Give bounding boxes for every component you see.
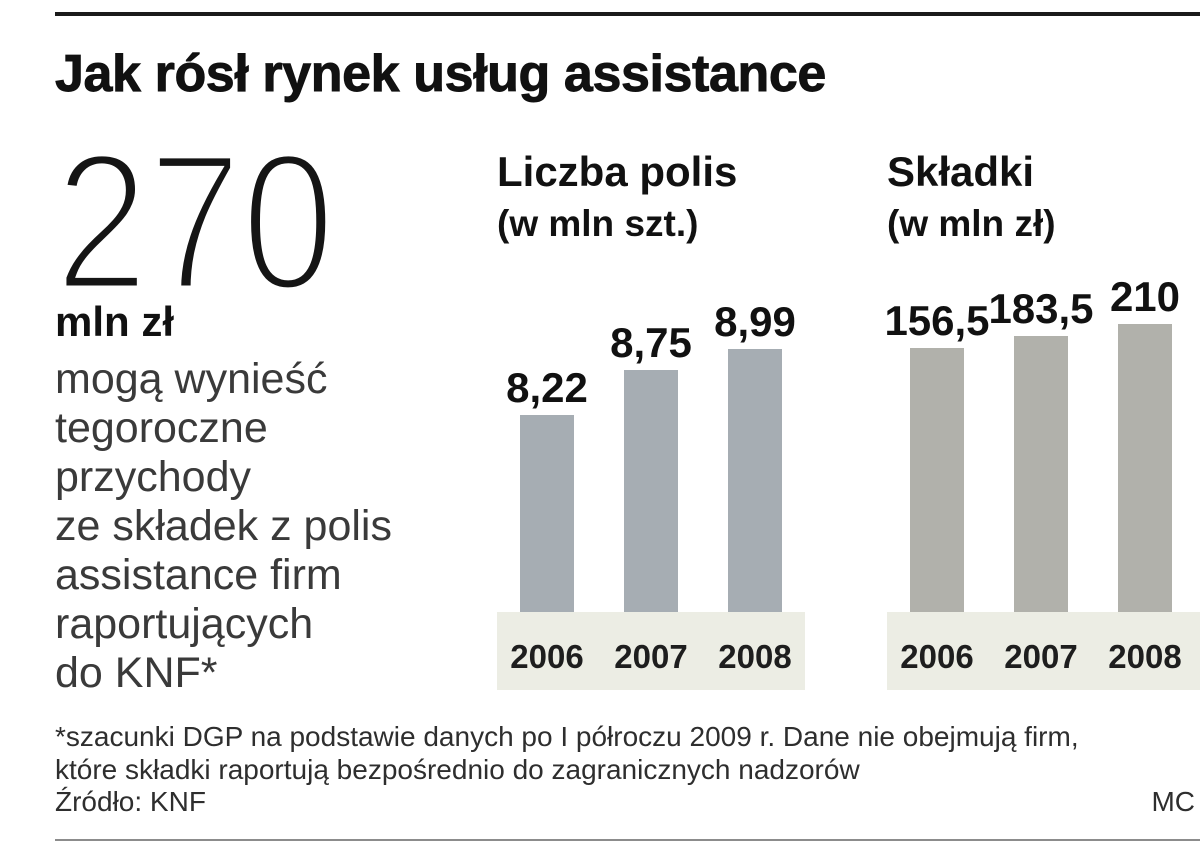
x-tick-label-2008: 2008 bbox=[1108, 638, 1182, 675]
chart-liczba-polis: Liczba polis (w mln szt.) 8,22 2006 8,75 20… bbox=[497, 140, 805, 690]
top-rule bbox=[55, 12, 1200, 16]
x-tick-label-2007: 2007 bbox=[614, 638, 688, 675]
bar-2007 bbox=[624, 370, 678, 612]
chart-subtitle: (w mln szt.) bbox=[497, 202, 699, 244]
highlight-description-line: tegoroczne bbox=[55, 404, 268, 452]
highlight-description: mogą wynieść tegoroczne przychody ze skł… bbox=[55, 355, 392, 698]
footnote-line: które składki raportują bezpośrednio do … bbox=[55, 753, 860, 785]
chart-title: Składki bbox=[887, 147, 1035, 195]
footnote: *szacunki DGP na podstawie danych po I p… bbox=[55, 721, 1079, 819]
bar-2008 bbox=[728, 349, 782, 612]
chart-title: Liczba polis bbox=[497, 147, 738, 195]
value-label-2007: 183,5 bbox=[988, 284, 1094, 332]
value-label-2007: 8,75 bbox=[610, 318, 692, 366]
x-tick-label-2008: 2008 bbox=[718, 638, 792, 675]
page-title: Jak rósł rynek usług assistance bbox=[55, 45, 827, 103]
highlight-description-line: mogą wynieść bbox=[55, 355, 328, 403]
value-label-2008: 210 bbox=[1109, 272, 1181, 320]
x-tick-label-2006: 2006 bbox=[900, 638, 974, 675]
x-tick-label-2007: 2007 bbox=[1004, 638, 1078, 675]
source-line: Źródło: KNF bbox=[55, 786, 206, 817]
highlight-description-line: raportujących bbox=[55, 600, 314, 648]
bottom-rule bbox=[55, 839, 1200, 841]
value-label-2008: 8,99 bbox=[714, 297, 796, 345]
value-label-2006: 8,22 bbox=[506, 363, 588, 411]
bar-2007 bbox=[1014, 336, 1068, 612]
x-axis-band bbox=[497, 612, 805, 690]
highlight-description-line: ze składek z polis bbox=[55, 502, 392, 550]
bar-2006 bbox=[910, 348, 964, 612]
author-credit: MC bbox=[1151, 786, 1195, 817]
highlight-description-line: assistance firm bbox=[55, 551, 342, 599]
chart-subtitle: (w mln zł) bbox=[887, 202, 1056, 244]
x-tick-label-2006: 2006 bbox=[510, 638, 584, 675]
footnote-line: *szacunki DGP na podstawie danych po I p… bbox=[55, 721, 1079, 752]
highlight-unit: mln zł bbox=[55, 298, 175, 345]
x-axis-band bbox=[887, 612, 1200, 690]
highlight-number: 270 bbox=[52, 113, 338, 331]
bar-2006 bbox=[520, 415, 574, 612]
chart-skladki: Składki (w mln zł) 156,5 2006 183,5 2007 210… bbox=[884, 140, 1200, 690]
value-label-2006: 156,5 bbox=[884, 296, 990, 344]
highlight-description-line: do KNF* bbox=[55, 649, 218, 697]
bar-2008 bbox=[1118, 324, 1172, 612]
highlight-description-line: przychody bbox=[55, 453, 251, 501]
